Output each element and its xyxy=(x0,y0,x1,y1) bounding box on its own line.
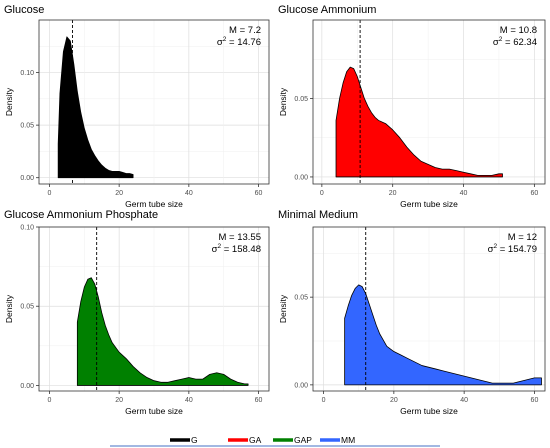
y-tick-label: 0.05 xyxy=(20,123,34,130)
variance-value: = 14.76 xyxy=(226,37,261,48)
y-tick-label: 0.00 xyxy=(294,382,308,389)
x-tick-label: 0 xyxy=(320,190,324,197)
x-tick-label: 0 xyxy=(322,397,326,404)
panel-title: Glucose xyxy=(4,4,44,16)
y-axis-label: Density xyxy=(278,87,288,116)
variance-symbol: σ xyxy=(493,37,499,48)
x-axis-label: Germ tube size xyxy=(400,406,458,416)
mean-annotation: M = 7.2 xyxy=(229,25,261,36)
x-tick-label: 40 xyxy=(185,190,193,197)
y-tick-label: 0.10 xyxy=(20,70,34,77)
x-axis-label: Germ tube size xyxy=(400,199,458,209)
variance-annotation: σ2 = 154.79 xyxy=(488,243,537,255)
legend-label: GA xyxy=(249,435,262,445)
variance-value: = 158.48 xyxy=(221,244,261,255)
mean-annotation: M = 13.55 xyxy=(218,232,261,243)
x-tick-label: 20 xyxy=(115,190,123,197)
panel-2: Glucose Ammonium 0.00 0.05 0 20 40 60 Germ tube… xyxy=(278,4,546,209)
variance-symbol: σ xyxy=(217,37,223,48)
x-tick-label: 60 xyxy=(531,397,539,404)
legend: G GA GAP MM xyxy=(110,435,440,447)
density-area xyxy=(76,277,249,386)
density-area xyxy=(335,66,503,178)
x-tick-label: 0 xyxy=(48,397,52,404)
density-area xyxy=(344,284,542,386)
mean-annotation: M = 12 xyxy=(508,232,537,243)
legend-label: MM xyxy=(341,435,355,445)
x-tick-label: 0 xyxy=(48,190,52,197)
y-axis-label: Density xyxy=(278,294,288,323)
x-tick-label: 20 xyxy=(390,397,398,404)
y-axis-label: Density xyxy=(4,294,14,323)
x-tick-label: 20 xyxy=(115,397,123,404)
x-tick-label: 20 xyxy=(389,190,397,197)
x-tick-label: 40 xyxy=(460,397,468,404)
density-area xyxy=(57,36,134,179)
legend-label: G xyxy=(191,435,198,445)
variance-superscript: 2 xyxy=(217,243,221,250)
y-tick-label: 0.05 xyxy=(294,96,308,103)
x-tick-label: 40 xyxy=(185,397,193,404)
panel-border xyxy=(312,226,546,392)
x-axis-label: Germ tube size xyxy=(125,406,183,416)
x-tick-label: 60 xyxy=(255,190,263,197)
panel-3: Glucose Ammonium Phosphate 0.00 0.05 0.10 0 2… xyxy=(4,209,270,416)
variance-value: = 62.34 xyxy=(502,37,537,48)
panel-title: Minimal Medium xyxy=(278,209,358,221)
x-axis-label: Germ tube size xyxy=(125,199,183,209)
panel-title: Glucose Ammonium Phosphate xyxy=(4,209,158,221)
x-tick-label: 60 xyxy=(530,190,538,197)
variance-annotation: σ2 = 14.76 xyxy=(217,36,261,48)
variance-symbol: σ xyxy=(212,244,218,255)
y-tick-label: 0.10 xyxy=(20,225,34,232)
panel-border xyxy=(38,19,270,185)
y-tick-label: 0.00 xyxy=(294,174,308,181)
variance-superscript: 2 xyxy=(223,36,227,43)
y-tick-label: 0.05 xyxy=(294,295,308,302)
mean-annotation: M = 10.8 xyxy=(500,25,537,36)
variance-annotation: σ2 = 62.34 xyxy=(493,36,537,48)
variance-superscript: 2 xyxy=(493,243,497,250)
panel-4: Minimal Medium 0.00 0.05 0 20 40 60 Germ tube s… xyxy=(278,209,546,416)
variance-value: = 154.79 xyxy=(497,244,537,255)
y-tick-label: 0.00 xyxy=(20,383,34,390)
x-tick-label: 60 xyxy=(255,397,263,404)
panel-border xyxy=(38,226,270,392)
x-tick-label: 40 xyxy=(460,190,468,197)
variance-superscript: 2 xyxy=(499,36,503,43)
y-tick-label: 0.05 xyxy=(20,304,34,311)
variance-symbol: σ xyxy=(488,244,494,255)
y-axis-label: Density xyxy=(4,87,14,116)
panel-1: Glucose 0.00 0.05 0.10 0 20 40 60 Germ tube size… xyxy=(4,4,270,209)
y-tick-label: 0.00 xyxy=(20,175,34,182)
panel-title: Glucose Ammonium xyxy=(278,4,376,16)
variance-annotation: σ2 = 158.48 xyxy=(212,243,261,255)
legend-label: GAP xyxy=(294,435,312,445)
panel-border xyxy=(312,19,546,185)
